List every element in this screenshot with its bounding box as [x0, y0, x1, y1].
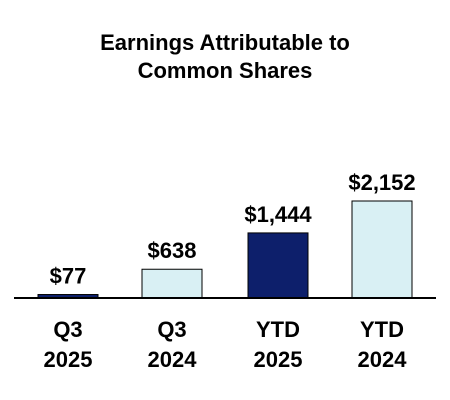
category-label-1-line-1: 2024 — [148, 347, 198, 372]
value-label-1: $638 — [148, 238, 197, 263]
category-label-1-line-0: Q3 — [157, 317, 186, 342]
bar-2 — [247, 232, 309, 299]
value-label-0: $77 — [50, 264, 87, 289]
category-label-0-line-0: Q3 — [53, 317, 82, 342]
value-label-3: $2,152 — [348, 170, 415, 195]
category-label-3-line-1: 2024 — [358, 347, 408, 372]
category-label-2-line-0: YTD — [256, 317, 300, 342]
value-label-2: $1,444 — [244, 202, 312, 227]
category-label-0-line-1: 2025 — [44, 347, 93, 372]
bar-3 — [351, 200, 413, 299]
category-label-3-line-0: YTD — [360, 317, 404, 342]
bar-1 — [141, 268, 203, 299]
chart-title-line-1: Earnings Attributable to — [100, 30, 350, 55]
category-label-2-line-1: 2025 — [254, 347, 303, 372]
chart-title-line-2: Common Shares — [137, 58, 313, 83]
